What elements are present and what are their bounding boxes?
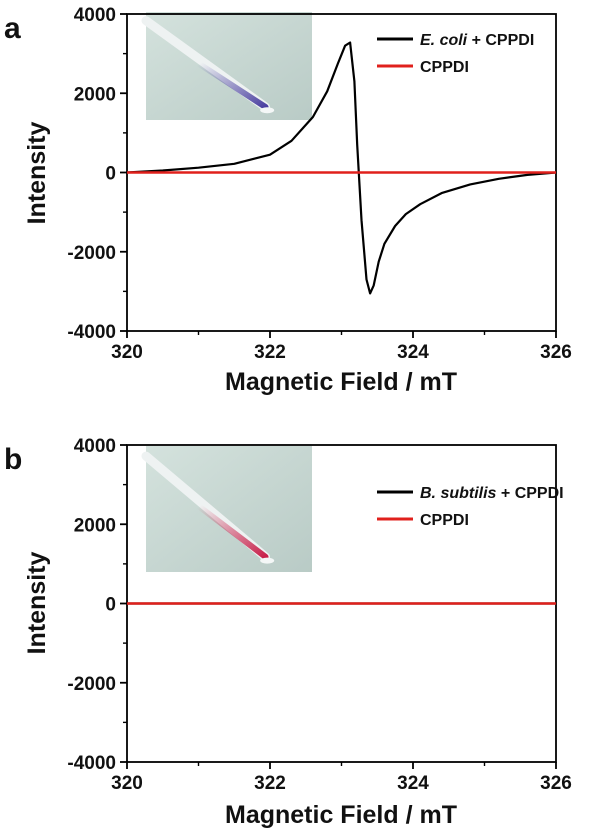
legend-entry: CPPDI — [420, 59, 469, 76]
plot-b: 320 322 324 326 -4000 -2000 0 2000 4000 — [67, 436, 571, 794]
xlabel-b: Magnetic Field / mT — [225, 801, 457, 829]
y-tick-label: -4000 — [67, 753, 116, 774]
series-line-0 — [126, 41, 557, 295]
ylabel-b: Intensity — [23, 552, 51, 655]
legend-italic-part: B. subtilis — [420, 485, 497, 502]
x-tick-label: 326 — [540, 342, 572, 363]
legend-entry: E. coli + CPPDI — [420, 32, 534, 49]
inset-photo-background — [146, 446, 312, 572]
tube-solution — [196, 60, 269, 111]
legend-italic-part: E. coli — [420, 32, 468, 49]
x-tick-label: 326 — [540, 773, 572, 794]
y-tick-label: 0 — [105, 595, 116, 616]
legend-b: B. subtilis + CPPDI CPPDI — [377, 485, 564, 529]
legend-entry: CPPDI — [420, 512, 469, 529]
panel-letter-a: a — [4, 12, 21, 45]
y-tick-label: -4000 — [67, 322, 116, 343]
y-tick-label: 4000 — [74, 5, 116, 26]
xlabel-a: Magnetic Field / mT — [225, 368, 457, 396]
x-tick-label: 324 — [397, 342, 429, 363]
legend-rest-part: + CPPDI — [467, 32, 534, 49]
panel-b: b 320 322 324 326 -4000 -2000 0 2000 4000 B. sub… — [4, 436, 572, 829]
tube-reflection — [260, 557, 275, 564]
y-tick-label: -2000 — [67, 674, 116, 695]
legend-a: E. coli + CPPDI CPPDI — [377, 32, 534, 76]
tube-solution — [196, 503, 269, 560]
x-tick-label: 320 — [111, 773, 143, 794]
y-tick-label: 2000 — [74, 515, 116, 536]
legend-entry: B. subtilis + CPPDI — [420, 485, 564, 502]
legend-rest-part: + CPPDI — [496, 485, 563, 502]
y-tick-label: 2000 — [74, 84, 116, 105]
x-tick-label: 320 — [111, 342, 143, 363]
panel-letter-b: b — [4, 443, 22, 476]
y-tick-label: 4000 — [74, 436, 116, 457]
x-tick-label: 322 — [254, 773, 286, 794]
inset-photo-a — [141, 12, 312, 120]
tube-reflection — [260, 107, 275, 114]
x-tick-label: 324 — [397, 773, 429, 794]
panel-a: a 320 322 324 326 -4000 -2000 0 2000 4000 E. col… — [4, 5, 572, 396]
inset-photo-b — [141, 446, 312, 572]
x-tick-label: 322 — [254, 342, 286, 363]
ylabel-a: Intensity — [23, 122, 51, 225]
y-tick-label: 0 — [105, 164, 116, 185]
y-tick-label: -2000 — [67, 243, 116, 264]
plot-a: 320 322 324 326 -4000 -2000 0 2000 4000 — [67, 5, 571, 363]
inset-photo-background — [146, 12, 312, 120]
